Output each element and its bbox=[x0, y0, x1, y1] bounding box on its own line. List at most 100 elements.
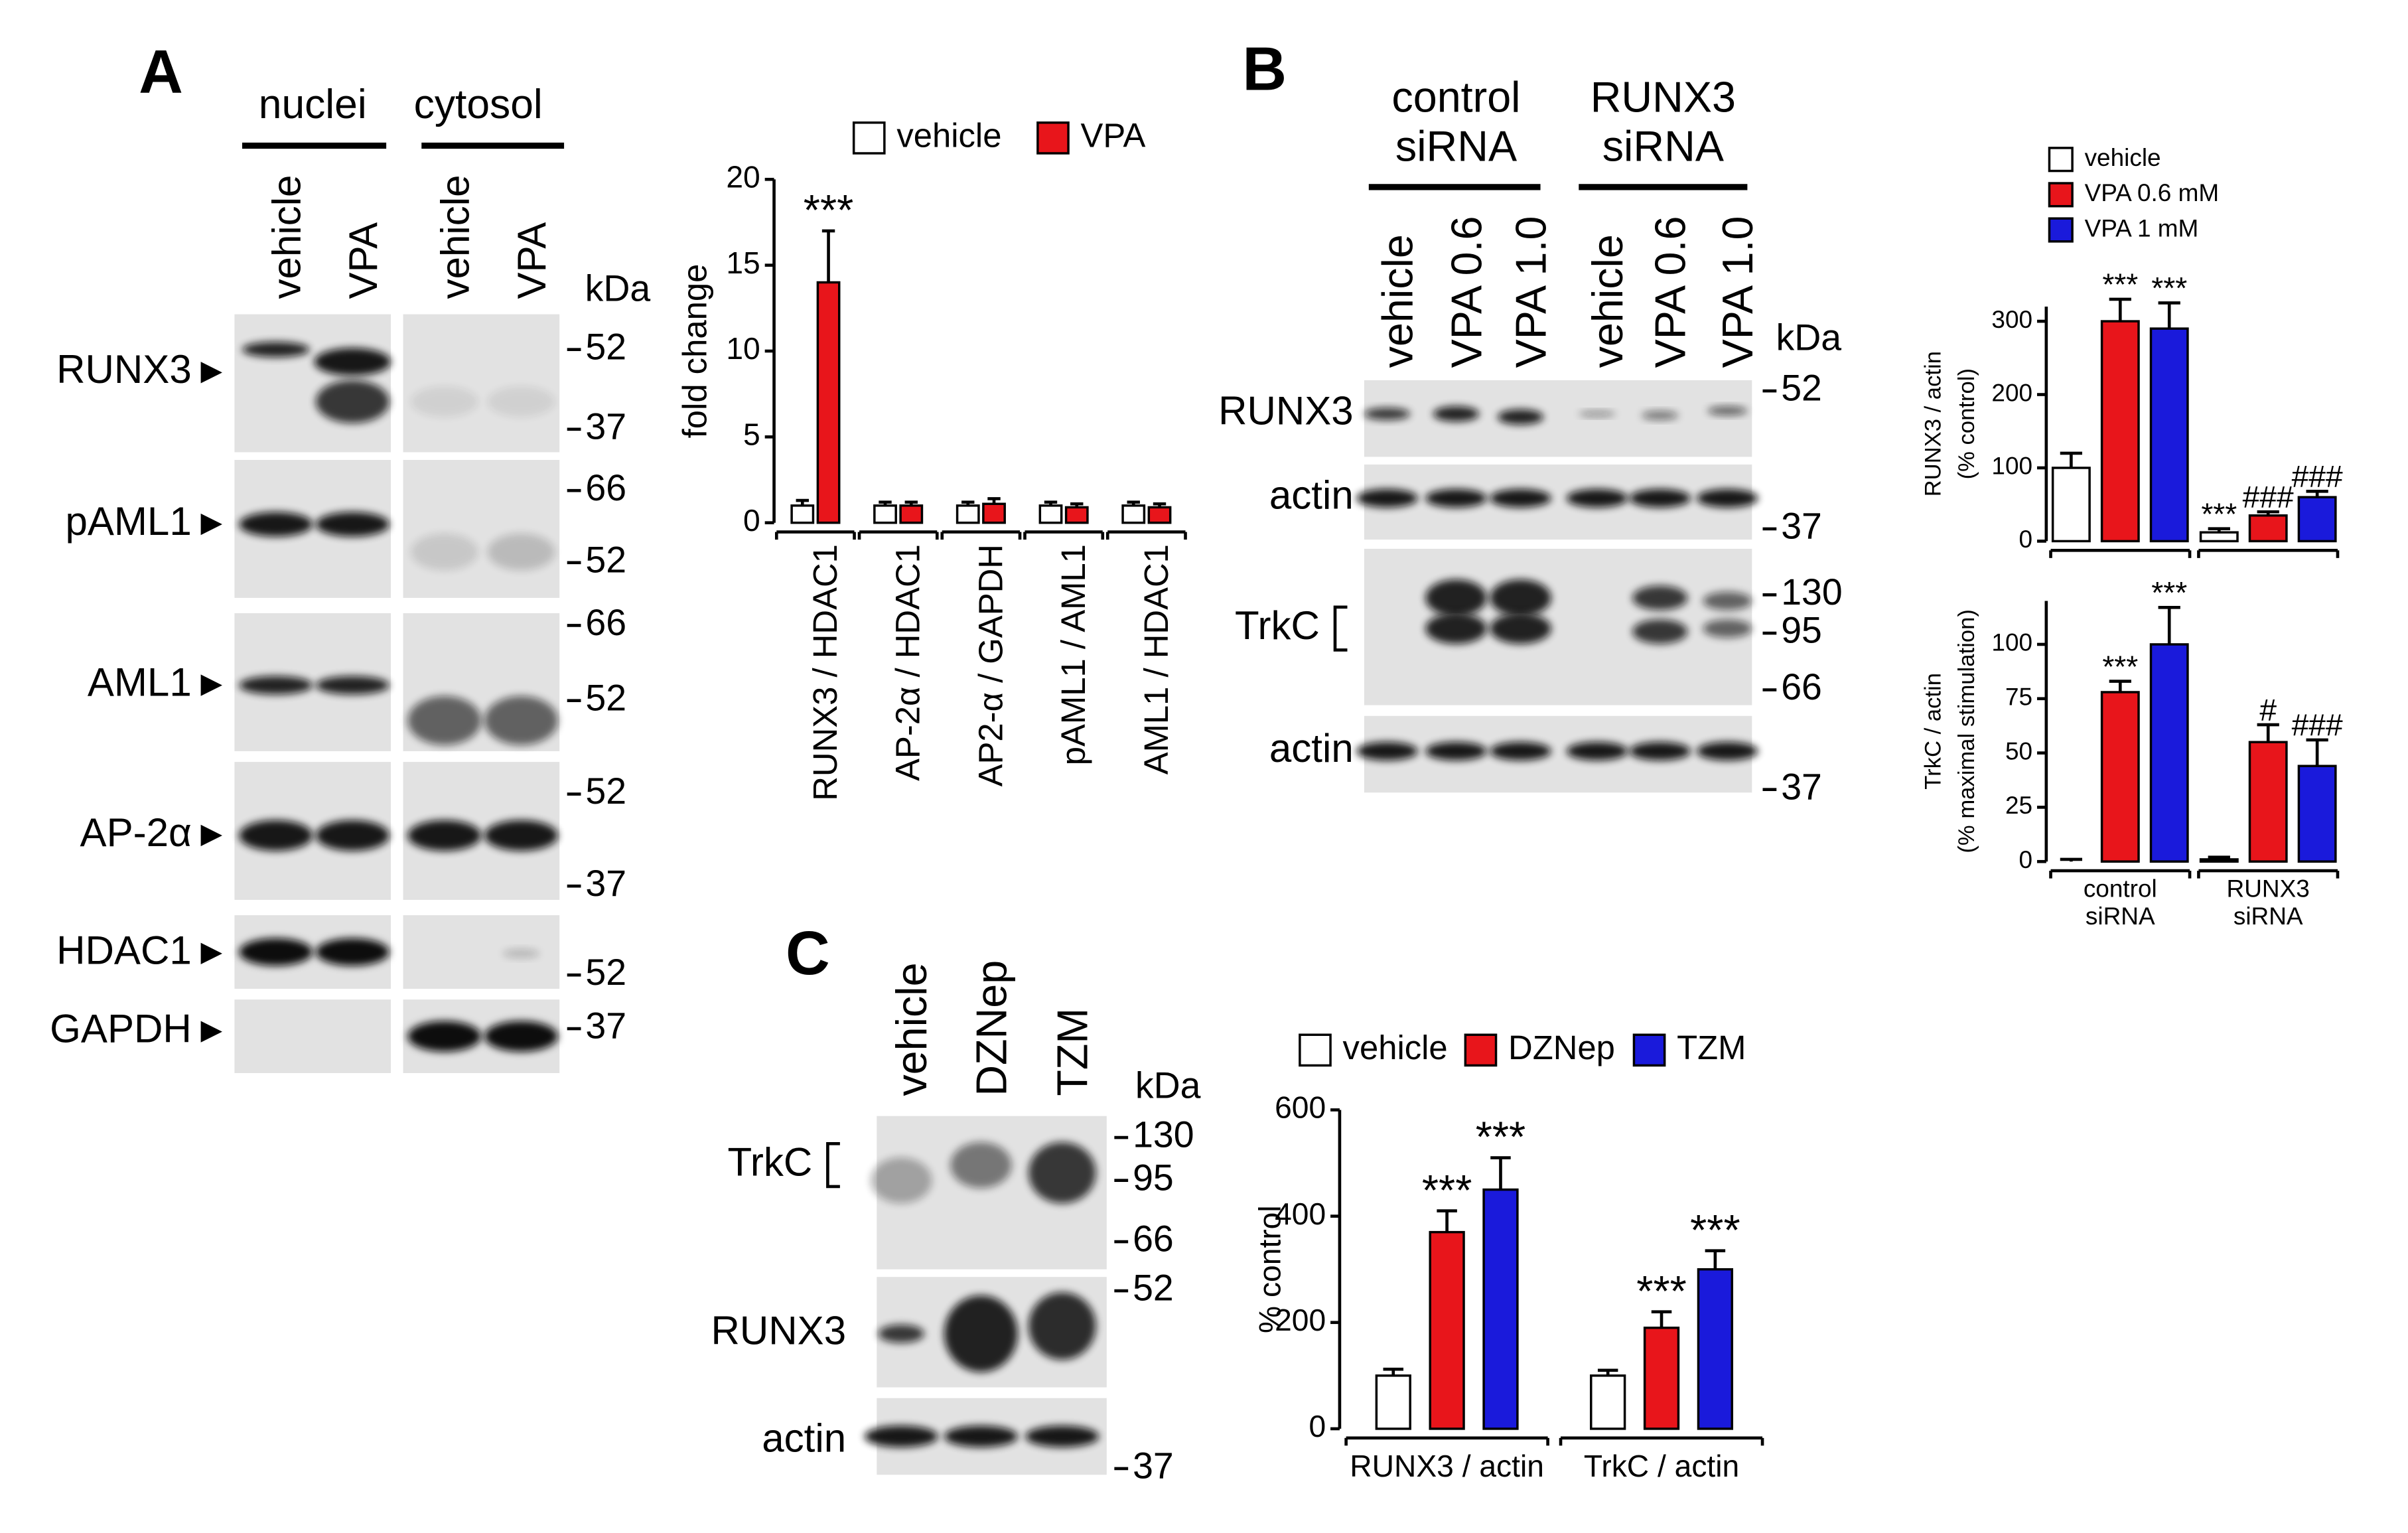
marker-label: 37 bbox=[585, 405, 626, 447]
y-axis-label: TrkC / actin bbox=[1920, 673, 1946, 790]
y-tick-label: 20 bbox=[726, 159, 760, 194]
band bbox=[315, 938, 390, 966]
error-bar bbox=[2158, 606, 2180, 644]
error-bar bbox=[1153, 502, 1167, 508]
bar bbox=[1590, 1374, 1626, 1430]
x-tick-label: control siRNA bbox=[2083, 877, 2157, 932]
bar bbox=[899, 504, 924, 524]
significance: ### bbox=[2292, 708, 2343, 743]
band bbox=[1025, 1425, 1099, 1447]
error-bar bbox=[1044, 500, 1058, 506]
band bbox=[1707, 406, 1748, 416]
band bbox=[1632, 585, 1688, 611]
error-bar bbox=[2306, 490, 2328, 498]
marker-label: 37 bbox=[1781, 506, 1822, 547]
fraction-label: cytosol bbox=[414, 82, 543, 127]
error-bar bbox=[2208, 855, 2230, 859]
band bbox=[1632, 619, 1688, 644]
error-bar bbox=[796, 498, 809, 506]
legend-label: VPA 1 mM bbox=[2085, 214, 2199, 242]
lane-label: VPA 1.0 bbox=[1713, 216, 1762, 368]
blot bbox=[1364, 715, 1752, 793]
band bbox=[864, 1425, 938, 1447]
legend-label: vehicle bbox=[896, 116, 1001, 154]
lane-label: DZNep bbox=[967, 960, 1015, 1096]
band bbox=[1490, 613, 1551, 644]
blot bbox=[234, 999, 391, 1073]
band bbox=[944, 1295, 1018, 1372]
bar bbox=[2248, 741, 2288, 863]
band bbox=[502, 948, 540, 958]
bar bbox=[1038, 504, 1063, 524]
group-label: RUNX3 siRNA bbox=[1590, 73, 1736, 171]
x-tick-label: AP2-α / GAPDH bbox=[971, 544, 1009, 786]
significance: *** bbox=[1690, 1206, 1740, 1254]
legend-swatch bbox=[1299, 1033, 1332, 1067]
lane-label: vehicle bbox=[433, 175, 478, 299]
arrow bbox=[200, 1021, 222, 1043]
legend-swatch bbox=[1464, 1033, 1498, 1067]
legend-swatch bbox=[2048, 147, 2074, 173]
protein-label: AML1 bbox=[88, 660, 192, 704]
band bbox=[314, 348, 391, 376]
lane-label: VPA bbox=[510, 222, 554, 299]
marker-label: 95 bbox=[1781, 610, 1822, 651]
significance: *** bbox=[2102, 649, 2138, 684]
band bbox=[487, 386, 555, 417]
marker-label: 37 bbox=[585, 1005, 626, 1047]
band bbox=[239, 512, 313, 537]
protein-label: GAPDH bbox=[50, 1006, 192, 1051]
bar bbox=[2051, 467, 2091, 543]
error-bar bbox=[1127, 500, 1140, 506]
y-axis-label: % control bbox=[1252, 1205, 1287, 1333]
marker-label: 130 bbox=[1133, 1114, 1194, 1155]
x-tick-label: pAML1 / AML1 bbox=[1054, 544, 1092, 765]
band bbox=[1703, 619, 1752, 638]
band bbox=[1356, 488, 1418, 508]
band bbox=[1433, 406, 1480, 422]
error-bar bbox=[1651, 1310, 1672, 1328]
blot bbox=[1364, 464, 1752, 540]
bar bbox=[2297, 496, 2337, 543]
legend-label: DZNep bbox=[1508, 1029, 1615, 1066]
x-tick-label-box: control siRNA bbox=[2083, 877, 2157, 932]
error-bar bbox=[821, 229, 835, 283]
error-bar bbox=[2257, 510, 2279, 516]
y-tick-label: 15 bbox=[726, 246, 760, 280]
legend-label: vehicle bbox=[2085, 144, 2161, 171]
x-tick-label-box: RUNX3 siRNA bbox=[2227, 877, 2310, 931]
lane-label: vehicle bbox=[1583, 234, 1632, 368]
arrow bbox=[200, 824, 222, 847]
protein-label: RUNX3 bbox=[711, 1309, 847, 1353]
y-tick-label: 5 bbox=[743, 417, 760, 452]
band bbox=[315, 380, 390, 423]
band bbox=[1425, 488, 1487, 508]
y-tick-label: 100 bbox=[1991, 629, 2032, 656]
bar bbox=[2248, 514, 2288, 543]
bar bbox=[982, 502, 1006, 524]
band bbox=[239, 820, 313, 851]
bar bbox=[2297, 765, 2337, 863]
legend-label: VPA 0.6 mM bbox=[2085, 179, 2220, 206]
y-axis-label: (% maximal stimulation) bbox=[1954, 609, 1979, 853]
band bbox=[407, 695, 482, 745]
bar bbox=[956, 504, 980, 524]
y-tick-label: 100 bbox=[1991, 453, 2032, 480]
band bbox=[1028, 1292, 1096, 1360]
arrow bbox=[200, 362, 222, 384]
group-label: control siRNA bbox=[1391, 73, 1521, 171]
bar bbox=[2149, 643, 2189, 863]
legend-swatch bbox=[2048, 182, 2074, 208]
marker-label: 66 bbox=[585, 467, 626, 508]
band bbox=[315, 512, 390, 537]
arrow bbox=[200, 674, 222, 696]
y-tick-label: 0 bbox=[2019, 846, 2033, 873]
lane-label: VPA 1.0 bbox=[1506, 216, 1555, 368]
y-tick-label: 0 bbox=[2019, 526, 2033, 553]
lane-label: vehicle bbox=[887, 962, 936, 1096]
band bbox=[407, 1021, 482, 1052]
significance: *** bbox=[804, 186, 853, 234]
band bbox=[878, 1324, 924, 1343]
band bbox=[1028, 1141, 1096, 1204]
